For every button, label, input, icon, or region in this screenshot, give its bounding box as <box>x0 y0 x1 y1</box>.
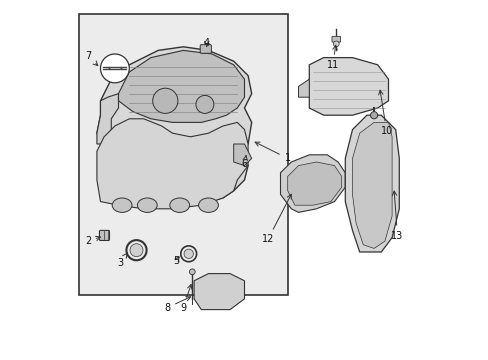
Circle shape <box>189 269 195 275</box>
Text: 12: 12 <box>261 194 291 244</box>
Text: 9: 9 <box>180 284 191 313</box>
Polygon shape <box>97 119 247 209</box>
Circle shape <box>196 95 213 113</box>
Text: 2: 2 <box>84 236 100 246</box>
Circle shape <box>333 41 339 47</box>
Circle shape <box>101 54 129 83</box>
Polygon shape <box>280 155 345 212</box>
Text: 7: 7 <box>84 51 98 66</box>
Polygon shape <box>97 94 118 144</box>
Polygon shape <box>194 274 244 310</box>
Ellipse shape <box>112 198 132 212</box>
Polygon shape <box>287 162 341 205</box>
Text: 5: 5 <box>173 256 179 266</box>
Ellipse shape <box>137 198 157 212</box>
Text: 4: 4 <box>203 38 209 48</box>
Text: 10: 10 <box>378 90 392 136</box>
Polygon shape <box>345 115 399 252</box>
Text: 11: 11 <box>326 45 338 70</box>
Text: 6: 6 <box>241 156 247 169</box>
Circle shape <box>183 249 193 258</box>
Polygon shape <box>352 122 391 248</box>
Polygon shape <box>97 47 251 202</box>
Polygon shape <box>118 50 244 122</box>
Text: 1: 1 <box>255 142 290 163</box>
FancyBboxPatch shape <box>200 45 211 53</box>
Ellipse shape <box>169 198 189 212</box>
Polygon shape <box>309 58 387 115</box>
FancyBboxPatch shape <box>99 230 109 240</box>
Text: 13: 13 <box>390 191 403 241</box>
Ellipse shape <box>198 198 218 212</box>
Circle shape <box>370 112 377 119</box>
Polygon shape <box>298 79 309 97</box>
FancyBboxPatch shape <box>331 36 340 42</box>
Circle shape <box>152 88 178 113</box>
Text: 8: 8 <box>163 297 190 313</box>
Text: 3: 3 <box>117 253 127 268</box>
Polygon shape <box>233 144 251 166</box>
Circle shape <box>130 244 142 257</box>
FancyBboxPatch shape <box>79 14 287 295</box>
